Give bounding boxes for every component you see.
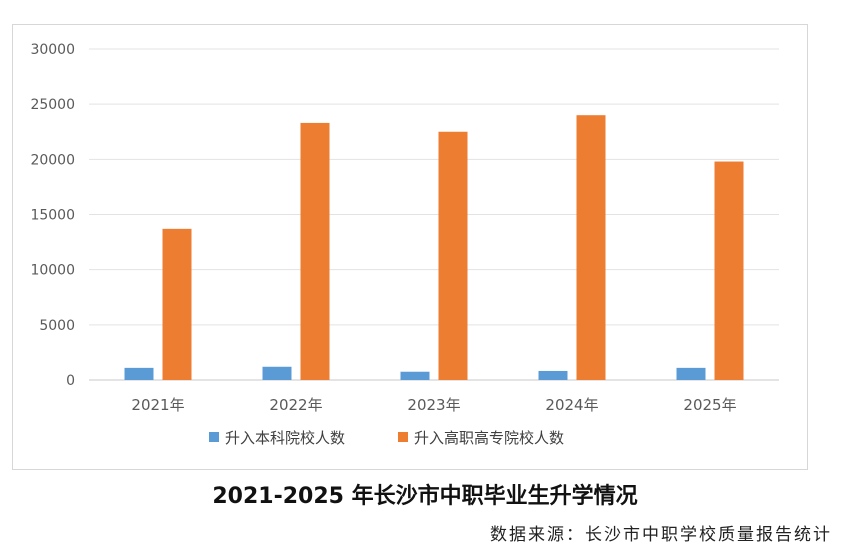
bar-vocational-1 [162,228,192,380]
x-tick-label: 2022年 [269,396,322,414]
x-tick-label: 2021年 [131,396,184,414]
bar-undergraduate-5 [676,367,706,380]
y-tick-label: 5000 [39,318,75,334]
y-axis-ticks: 0 5000 10000 15000 20000 25000 30000 [30,42,75,389]
bar-vocational-5 [714,161,744,380]
legend-swatch [398,432,408,442]
legend: 升入本科院校人数 升入高职高专院校人数 [209,429,564,447]
bar-chart: 0 5000 10000 15000 20000 25000 30000 2021年 2022… [30,42,779,447]
legend-label: 升入高职高专院校人数 [414,429,564,447]
bar-undergraduate-2 [262,366,292,380]
bar-undergraduate-1 [124,367,154,380]
legend-swatch [209,432,219,442]
bar-undergraduate-4 [538,370,568,380]
x-tick-label: 2025年 [683,396,736,414]
x-axis-ticks: 2021年 2022年 2023年 2024年 2025年 [131,396,736,414]
y-tick-label: 25000 [30,97,75,113]
x-tick-label: 2024年 [545,396,598,414]
y-tick-label: 20000 [30,152,75,168]
bar-vocational-2 [300,122,330,380]
source-note: 数据来源：长沙市中职学校质量报告统计 [490,525,832,545]
y-tick-label: 15000 [30,208,75,224]
y-tick-label: 30000 [30,42,75,58]
chart-title: 2021-2025 年长沙市中职毕业生升学情况 [212,484,638,509]
bar-vocational-4 [576,115,606,380]
bars [124,115,744,380]
bar-vocational-3 [438,131,468,380]
bar-undergraduate-3 [400,371,430,380]
gridlines [89,48,779,381]
x-tick-label: 2023年 [407,396,460,414]
chart-frame: 0 5000 10000 15000 20000 25000 30000 2021年 2022… [12,24,808,470]
legend-label: 升入本科院校人数 [225,429,345,447]
y-tick-label: 10000 [30,263,75,279]
y-tick-label: 0 [66,373,75,389]
